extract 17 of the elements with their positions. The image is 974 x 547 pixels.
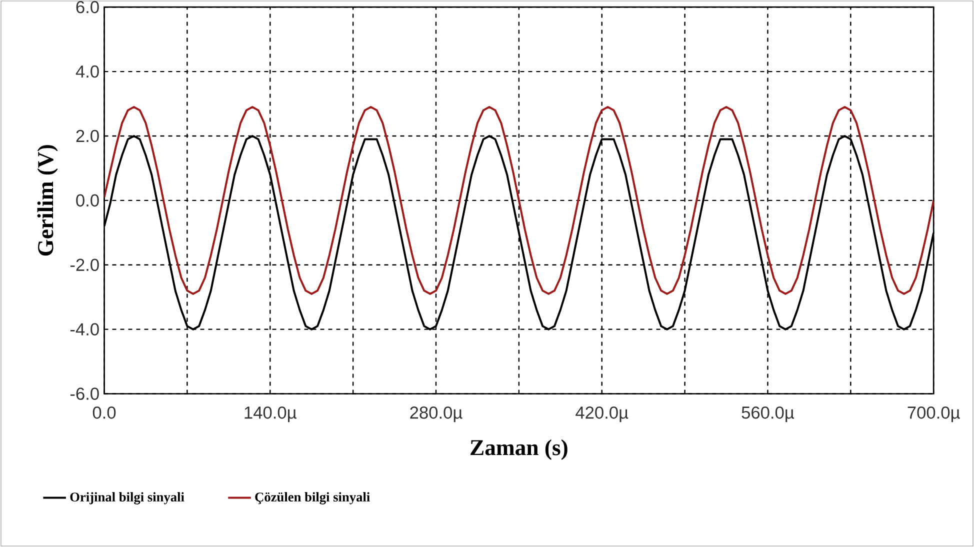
y-tick-label: 6.0 <box>76 0 99 14</box>
y-tick-label: -2.0 <box>70 258 99 272</box>
x-tick-label: 420.0µ <box>576 406 628 422</box>
y-axis-title: Gerilim (V) <box>37 145 58 256</box>
x-tick-label: 700.0µ <box>908 406 960 422</box>
legend-label: Çözülen bilgi sinyali <box>255 492 370 504</box>
y-tick-label: 2.0 <box>76 130 99 142</box>
y-tick-label: -6.0 <box>70 388 99 400</box>
y-tick-label: 4.0 <box>76 65 99 78</box>
x-tick-label: 280.0µ <box>410 406 462 422</box>
x-tick-label: 0.0 <box>92 406 116 419</box>
x-tick-label: 140.0µ <box>244 406 296 422</box>
x-tick-label: 560.0µ <box>742 406 794 422</box>
y-tick-label: 0.0 <box>76 194 99 207</box>
legend-label: Orijinal bilgi sinyali <box>70 492 184 504</box>
x-axis-title: Zaman (s) <box>470 439 568 460</box>
y-tick-label: -4.0 <box>70 323 99 336</box>
